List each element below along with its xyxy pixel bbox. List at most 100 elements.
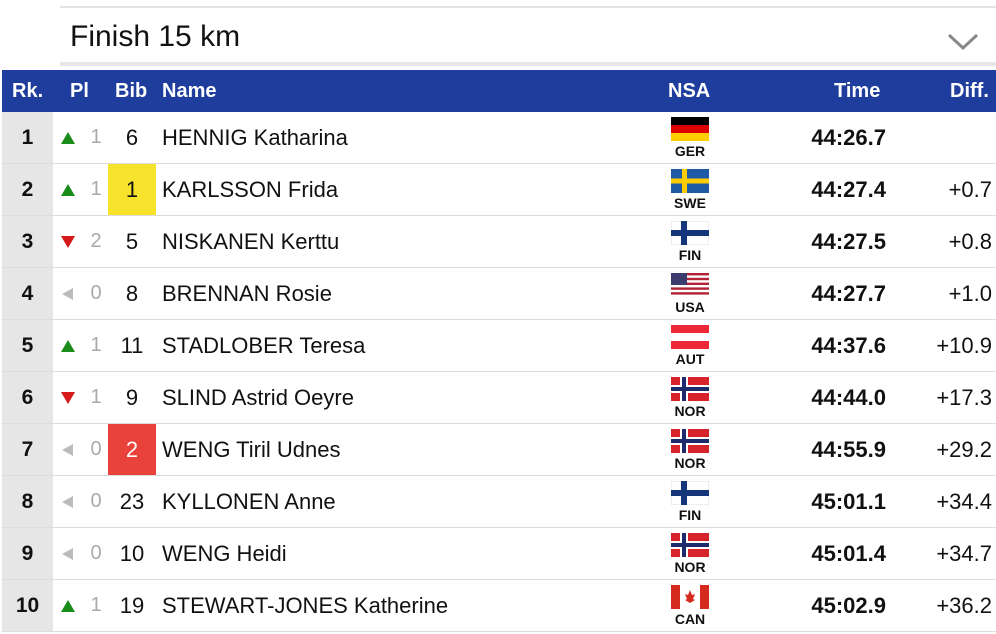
flag-icon	[671, 221, 709, 245]
arrow-up-icon	[60, 183, 76, 197]
results-table-header: Rk. Pl Bib Name NSA Time Diff.	[2, 70, 996, 112]
nsa-code: NOR	[674, 455, 706, 471]
rank-cell: 2	[2, 164, 53, 215]
arrow-up-icon	[60, 339, 76, 353]
column-rank[interactable]: Rk.	[12, 80, 44, 102]
diff-cell: +34.7	[936, 541, 992, 566]
column-diff[interactable]: Diff.	[950, 80, 989, 102]
time-cell: 44:44.0	[811, 385, 886, 410]
bib-cell: 23	[119, 489, 145, 514]
athlete-name[interactable]: WENG Heidi	[162, 541, 287, 566]
nsa-code: NOR	[674, 403, 706, 419]
place-change: 0	[90, 542, 102, 564]
athlete-name[interactable]: NISKANEN Kerttu	[162, 229, 340, 254]
nsa-code: SWE	[674, 195, 706, 211]
time-cell: 44:55.9	[811, 437, 886, 462]
athlete-name[interactable]: STADLOBER Teresa	[162, 333, 366, 358]
athlete-name[interactable]: KYLLONEN Anne	[162, 489, 336, 514]
diff-cell: +17.3	[936, 385, 992, 410]
flag-icon	[671, 325, 709, 349]
place-change: 2	[90, 230, 102, 252]
bib-cell: 6	[125, 125, 139, 150]
flag-icon	[671, 169, 709, 193]
time-cell: 45:01.1	[811, 489, 886, 514]
arrow-left-icon	[60, 495, 76, 509]
time-cell: 44:27.4	[811, 177, 886, 202]
flag-icon	[671, 273, 709, 297]
diff-cell: +1.0	[948, 281, 992, 306]
bib-cell: 8	[125, 281, 139, 306]
place-change: 1	[90, 594, 102, 616]
event-selector-label: Finish 15 km	[70, 20, 241, 53]
athlete-name[interactable]: BRENNAN Rosie	[162, 281, 332, 306]
table-row[interactable]: 8 0 23 KYLLONEN Anne FIN 45:01.1 +34.4	[2, 476, 996, 528]
rank-cell: 5	[2, 320, 53, 371]
table-row[interactable]: 2 1 1 KARLSSON Frida SWE 44:27.4 +0.7	[2, 164, 996, 216]
bib-cell: 2	[108, 424, 156, 475]
nsa-code: CAN	[674, 611, 706, 627]
nsa-code: AUT	[675, 351, 705, 367]
time-cell: 45:02.9	[811, 593, 886, 618]
column-nsa[interactable]: NSA	[668, 80, 711, 102]
flag-icon	[671, 377, 709, 401]
rank-cell: 3	[2, 216, 53, 267]
diff-cell: +0.7	[948, 177, 992, 202]
arrow-up-icon	[60, 599, 76, 613]
athlete-name[interactable]: SLIND Astrid Oeyre	[162, 385, 354, 410]
athlete-name[interactable]: HENNIG Katharina	[162, 125, 348, 150]
bib-cell: 9	[125, 385, 139, 410]
nsa-code: FIN	[678, 507, 702, 523]
place-change: 1	[90, 334, 102, 356]
athlete-name[interactable]: WENG Tiril Udnes	[162, 437, 341, 462]
bib-cell: 11	[120, 333, 144, 358]
rank-cell: 7	[2, 424, 53, 475]
table-row[interactable]: 9 0 10 WENG Heidi NOR 45:01.4 +34.7	[2, 528, 996, 580]
rank-cell: 1	[2, 112, 53, 163]
arrow-down-icon	[60, 391, 76, 405]
column-pl[interactable]: Pl	[70, 80, 89, 102]
rank-cell: 9	[2, 528, 53, 579]
place-change: 1	[90, 386, 102, 408]
flag-icon	[671, 533, 709, 557]
place-change: 0	[90, 490, 102, 512]
nsa-code: USA	[675, 299, 705, 315]
diff-cell: +0.8	[948, 229, 992, 254]
bib-cell: 1	[108, 164, 156, 215]
event-selector[interactable]: Finish 15 km	[60, 6, 996, 66]
table-row[interactable]: 5 1 11 STADLOBER Teresa AUT 44:37.6 +10.9	[2, 320, 996, 372]
time-cell: 45:01.4	[811, 541, 886, 566]
nsa-code: NOR	[674, 559, 706, 575]
table-row[interactable]: 1 1 6 HENNIG Katharina GER 44:26.7	[2, 112, 996, 164]
arrow-up-icon	[60, 131, 76, 145]
place-change: 0	[90, 438, 102, 460]
bib-cell: 10	[119, 541, 145, 566]
time-cell: 44:27.5	[811, 229, 886, 254]
diff-cell: +29.2	[936, 437, 992, 462]
bib-cell: 19	[119, 593, 145, 618]
rank-cell: 8	[2, 476, 53, 527]
chevron-down-icon[interactable]	[946, 30, 980, 52]
athlete-name[interactable]: KARLSSON Frida	[162, 177, 339, 202]
table-row[interactable]: 7 0 2 WENG Tiril Udnes NOR 44:55.9 +29.2	[2, 424, 996, 476]
arrow-left-icon	[60, 287, 76, 301]
rank-cell: 4	[2, 268, 53, 319]
time-cell: 44:26.7	[811, 125, 886, 150]
diff-cell: +36.2	[936, 593, 992, 618]
nsa-code: FIN	[678, 247, 702, 263]
time-cell: 44:27.7	[811, 281, 886, 306]
place-change: 1	[90, 178, 102, 200]
column-name[interactable]: Name	[162, 80, 217, 102]
rank-cell: 10	[2, 580, 53, 631]
flag-icon	[671, 481, 709, 505]
table-row[interactable]: 3 2 5 NISKANEN Kerttu FIN 44:27.5 +0.8	[2, 216, 996, 268]
table-row[interactable]: 6 1 9 SLIND Astrid Oeyre NOR 44:44.0 +17.3	[2, 372, 996, 424]
nsa-code: GER	[674, 143, 706, 159]
table-row[interactable]: 4 0 8 BRENNAN Rosie USA 44:27.7 +1.0	[2, 268, 996, 320]
athlete-name[interactable]: STEWART-JONES Katherine	[162, 593, 449, 618]
rank-cell: 6	[2, 372, 53, 423]
flag-icon	[671, 117, 709, 141]
column-time[interactable]: Time	[834, 80, 881, 102]
arrow-down-icon	[60, 235, 76, 249]
column-bib[interactable]: Bib	[115, 80, 148, 102]
table-row[interactable]: 10 1 19 STEWART-JONES Katherine CAN 45:02.9 +3…	[2, 580, 996, 632]
